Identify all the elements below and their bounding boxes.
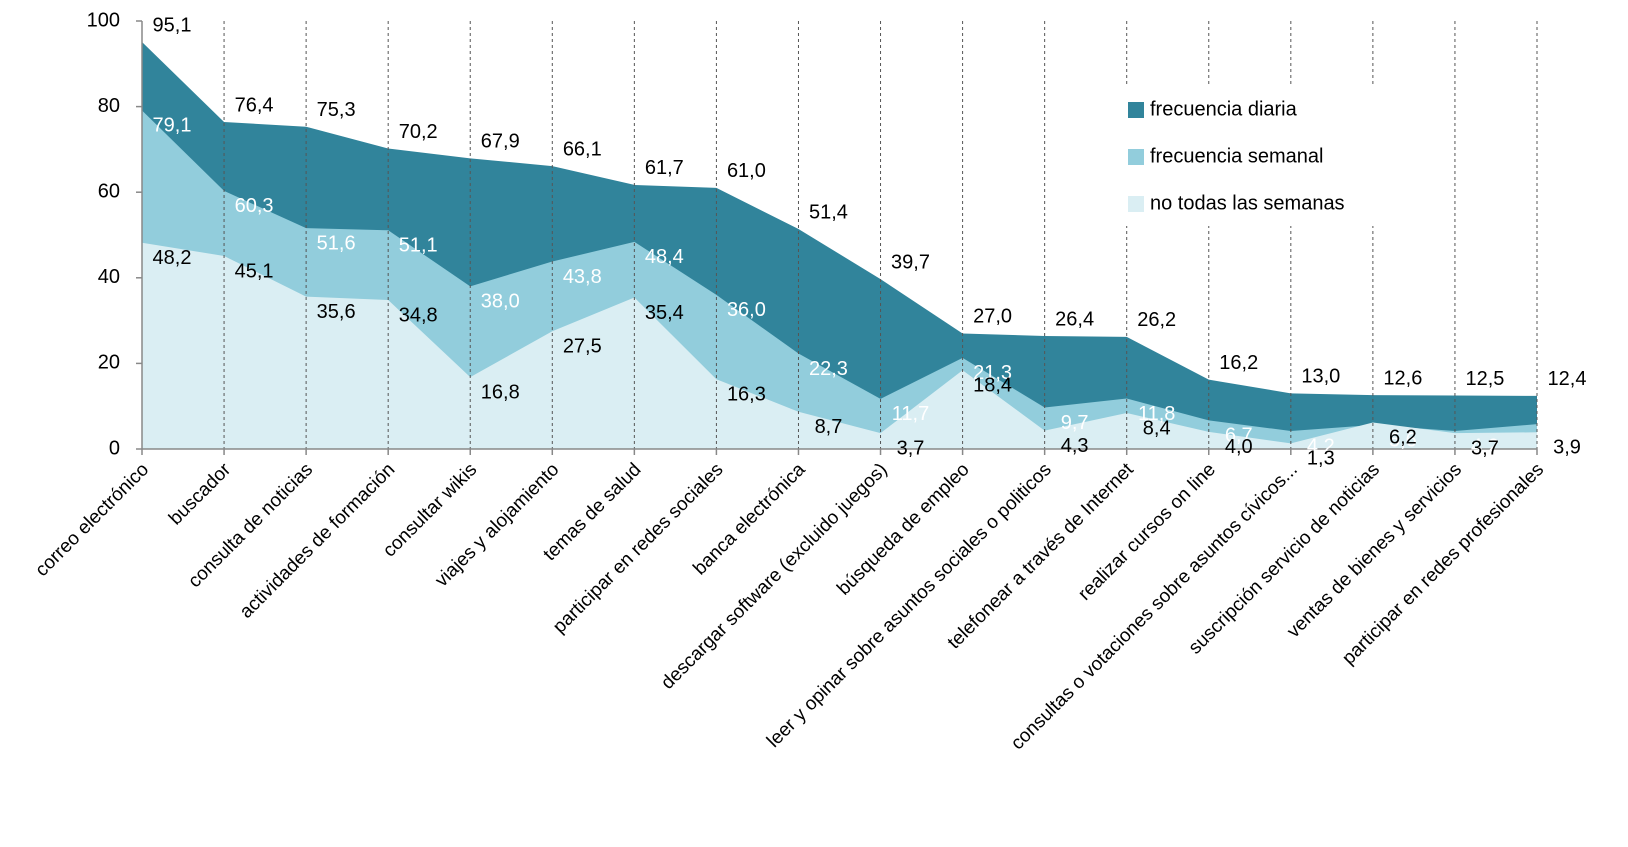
value-label: 67,9 (481, 131, 520, 153)
value-label: 16,8 (481, 381, 520, 403)
value-label: 26,2 (1137, 309, 1176, 331)
value-label: 36,0 (727, 299, 766, 321)
value-label: 60,3 (235, 195, 274, 217)
value-label: 39,7 (891, 251, 930, 273)
value-label: 35,4 (645, 302, 684, 324)
value-label: 26,4 (1055, 308, 1094, 330)
value-label: 95,1 (153, 14, 192, 36)
value-label: 13,0 (1301, 366, 1340, 388)
value-label: 3,7 (897, 437, 925, 459)
value-label: 11,7 (892, 403, 929, 425)
legend-label: frecuencia semanal (1150, 145, 1323, 167)
x-tick-label: consultas o votaciones sobre asuntos cív… (1007, 459, 1302, 754)
value-label: 43,8 (563, 266, 602, 288)
value-label: 3,7 (1471, 437, 1499, 459)
value-label: 16,2 (1219, 352, 1258, 374)
y-tick-label: 40 (98, 266, 120, 288)
value-label: 76,4 (235, 94, 274, 116)
value-label: 4,2 (1471, 435, 1499, 457)
value-label: 70,2 (399, 121, 438, 143)
value-label: 6,7 (1225, 425, 1253, 447)
value-label: 51,6 (317, 232, 356, 254)
value-label: 45,1 (235, 260, 274, 282)
value-label: 4,3 (1061, 435, 1089, 457)
value-label: 75,3 (317, 99, 356, 121)
x-tick-label: ventas de bienes y servicios (1283, 459, 1466, 642)
value-label: 61,0 (727, 160, 766, 182)
x-tick-label: buscador (165, 459, 236, 530)
value-label: 9,7 (1061, 412, 1089, 434)
value-label: 27,5 (563, 336, 602, 358)
value-label: 4,2 (1307, 435, 1335, 457)
y-tick-label: 20 (98, 352, 120, 374)
value-label: 79,1 (153, 115, 192, 137)
value-label: 48,4 (645, 246, 684, 268)
y-tick-label: 100 (87, 9, 120, 31)
value-label: 34,8 (399, 304, 438, 326)
value-label: 12,4 (1548, 368, 1587, 390)
area (142, 242, 1537, 449)
legend: frecuencia diaria frecuencia semanal no to… (1118, 84, 1380, 226)
value-label: 61,7 (645, 157, 684, 179)
value-label: 21,3 (973, 362, 1012, 384)
y-tick-label: 80 (98, 95, 120, 117)
value-label: 51,1 (399, 235, 438, 257)
legend-swatch (1128, 196, 1144, 212)
x-tick-label: leer y opinar sobre asuntos sociales o p… (763, 459, 1056, 752)
value-label: 5,6 (1389, 429, 1417, 451)
value-label: 6,2 (1389, 427, 1417, 449)
y-tick-label: 0 (109, 437, 120, 459)
value-label: 16,3 (727, 384, 766, 406)
value-label: 8,4 (1143, 417, 1171, 439)
value-label: 38,0 (481, 291, 520, 313)
value-label: 18,4 (973, 375, 1012, 397)
value-label: 48,2 (153, 247, 192, 269)
value-label: 4,0 (1225, 436, 1253, 458)
x-tick-label: correo electrónico (31, 459, 153, 581)
legend-swatch (1128, 102, 1144, 118)
legend-label: no todas las semanas (1150, 192, 1345, 214)
x-tick-label: realizar cursos on line (1074, 459, 1220, 605)
value-label: 3,9 (1553, 437, 1581, 459)
x-tick-label: actividades de formación (236, 459, 399, 622)
area (142, 110, 1537, 450)
value-label: 22,3 (809, 358, 848, 380)
value-label: 51,4 (809, 201, 848, 223)
value-label: 66,1 (563, 138, 602, 160)
y-tick-label: 60 (98, 180, 120, 202)
legend-swatch (1128, 149, 1144, 165)
value-label: 1,3 (1307, 448, 1335, 470)
value-label: 12,5 (1465, 368, 1504, 390)
value-label: 12,6 (1383, 367, 1422, 389)
legend-label: frecuencia diaria (1150, 98, 1298, 120)
legend-background (1118, 84, 1380, 226)
value-label: 8,7 (815, 416, 843, 438)
value-label: 27,0 (973, 306, 1012, 328)
value-label: 11,8 (1138, 403, 1175, 425)
value-label: 35,6 (317, 301, 356, 323)
x-tick-label: participar en redes sociales (549, 459, 727, 637)
value-label: 5,8 (1553, 428, 1581, 450)
